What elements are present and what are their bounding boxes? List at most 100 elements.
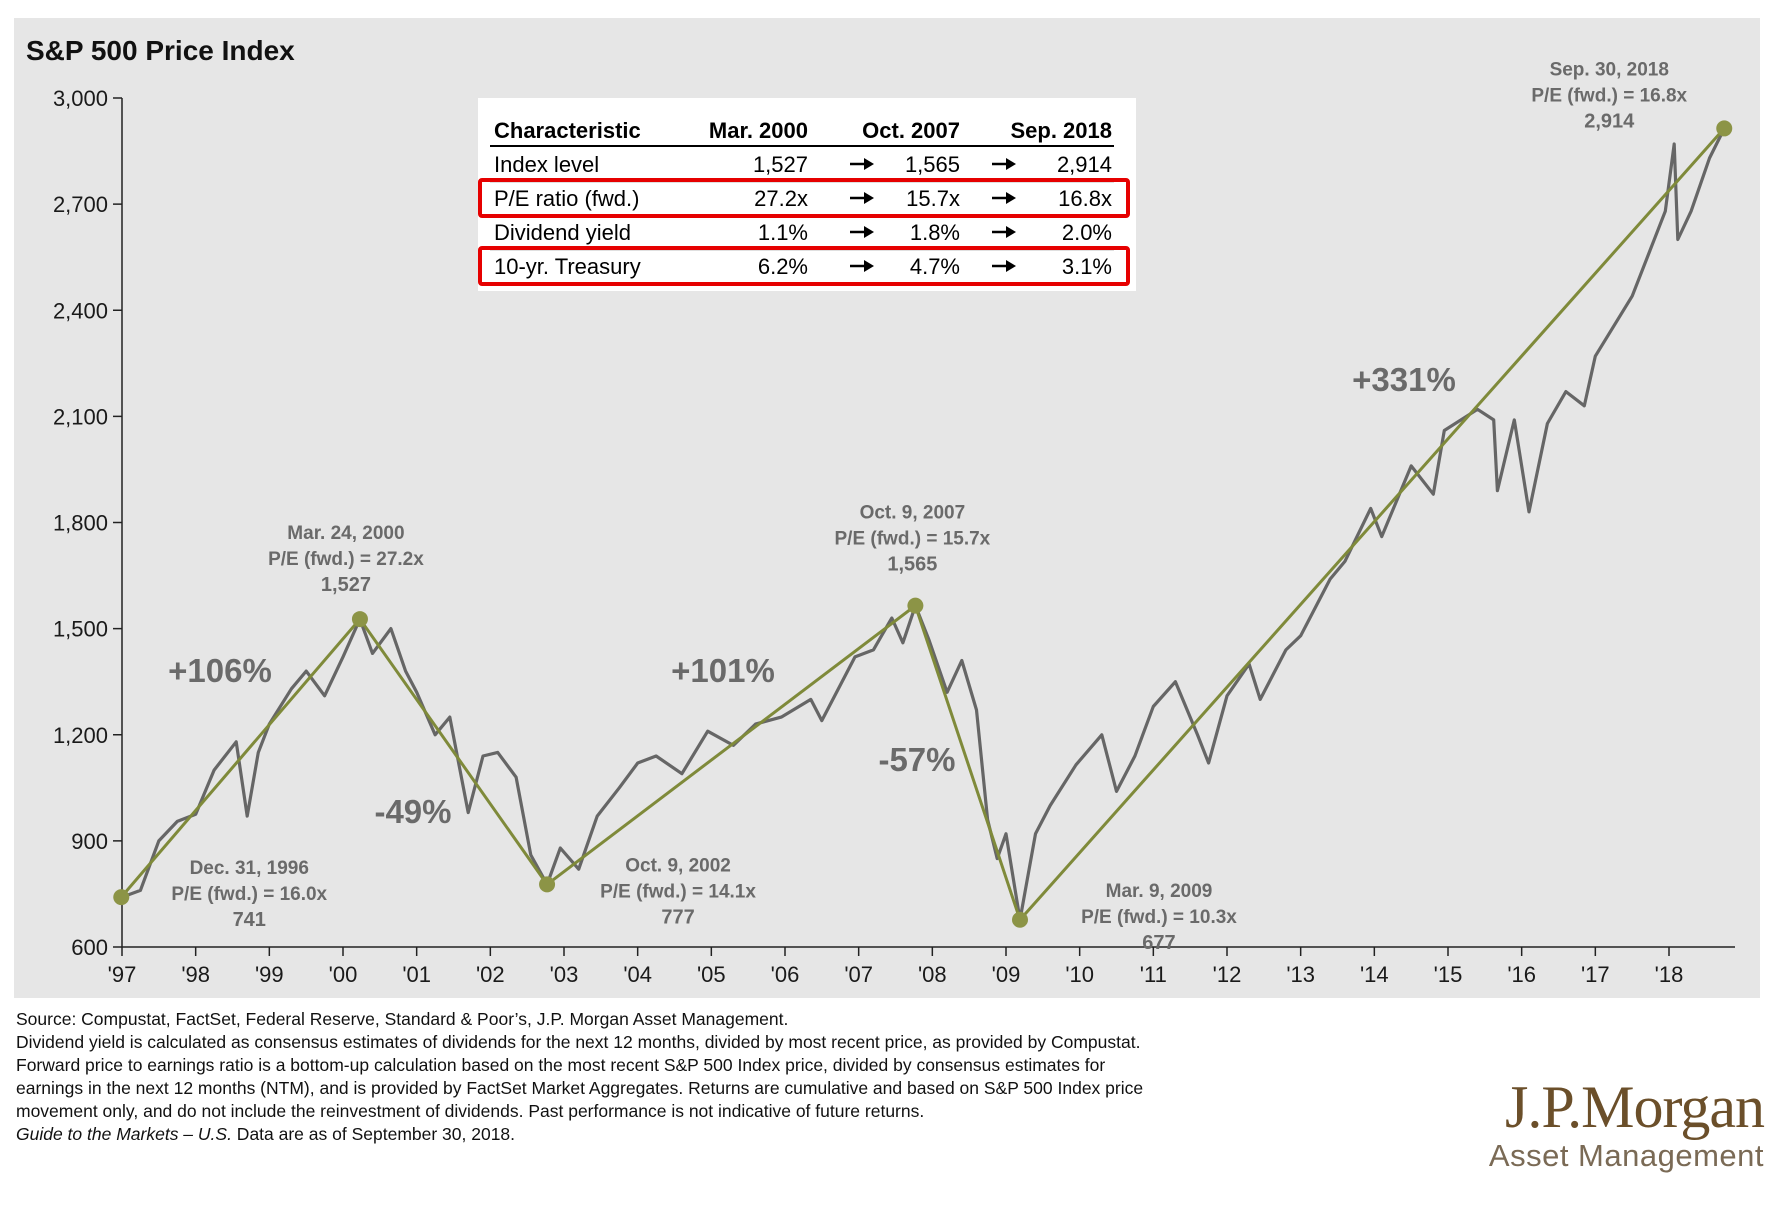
x-tick-label: '05 — [697, 962, 726, 987]
segment-return-label: -57% — [878, 741, 955, 778]
x-tick-label: '16 — [1507, 962, 1536, 987]
table-cell-value: 1,565 — [905, 152, 960, 177]
labels-layer: Dec. 31, 1996 P/E (fwd.) = 16.0x 741 Mar. 2… — [168, 59, 1687, 953]
table-cell-value: 15.7x — [906, 186, 960, 211]
point-value-label: 1,565 — [887, 554, 937, 576]
arrow-right-icon — [1006, 260, 1016, 272]
table-row-label: P/E ratio (fwd.) — [494, 186, 639, 211]
x-tick-label: '13 — [1286, 962, 1315, 987]
table-header-characteristic: Characteristic — [494, 118, 641, 143]
y-tick-label: 1,500 — [53, 617, 108, 642]
point-date-label: Oct. 9, 2007 — [860, 503, 966, 524]
table-background — [478, 98, 1136, 291]
table-row-label: 10-yr. Treasury — [494, 254, 641, 279]
trend-segment — [120, 618, 362, 899]
segment-return-label: +101% — [671, 652, 775, 689]
y-tick-label: 2,100 — [53, 404, 108, 429]
characteristics-table: Characteristic Mar. 2000 Oct. 2007 Sep. 201… — [478, 98, 1136, 291]
table-header-period: Oct. 2007 — [862, 118, 960, 143]
table-header-period: Sep. 2018 — [1010, 118, 1112, 143]
point-date-label: Sep. 30, 2018 — [1550, 59, 1669, 80]
table-cell-value: 16.8x — [1058, 186, 1112, 211]
point-value-label: 777 — [661, 906, 694, 928]
point-pe-label: P/E (fwd.) = 27.2x — [268, 549, 424, 570]
arrow-right-icon — [864, 192, 874, 204]
trend-point-marker — [907, 597, 924, 614]
arrow-right-icon — [864, 226, 874, 238]
point-pe-label: P/E (fwd.) = 15.7x — [835, 529, 991, 550]
x-tick-label: '98 — [181, 962, 210, 987]
table-row-label: Dividend yield — [494, 220, 631, 245]
point-pe-label: P/E (fwd.) = 16.0x — [171, 884, 327, 905]
trend-segment — [546, 604, 917, 886]
table-cell-value: 3.1% — [1062, 254, 1112, 279]
logo-sub: Asset Management — [1488, 1138, 1764, 1173]
x-tick-label: '12 — [1213, 962, 1242, 987]
table-cell-value: 1.8% — [910, 220, 960, 245]
arrow-right-icon — [1006, 226, 1016, 238]
point-value-label: 741 — [233, 909, 266, 931]
axes: 600 900 1,200 1,500 1,800 2,100 2,400 2,700 3,00… — [53, 86, 1735, 987]
point-pe-label: P/E (fwd.) = 10.3x — [1081, 907, 1237, 928]
segment-return-label: -49% — [374, 793, 451, 830]
footnote-dividend: Dividend yield is calculated as consensu… — [16, 1032, 1141, 1052]
chart-title: S&P 500 Price Index — [26, 35, 295, 66]
x-tick-label: '99 — [255, 962, 284, 987]
arrow-right-icon — [864, 158, 874, 170]
table-row-label: Index level — [494, 152, 599, 177]
x-tick-label: '14 — [1360, 962, 1389, 987]
table-cell-value: 1,527 — [753, 152, 808, 177]
trend-layer — [113, 120, 1733, 928]
footnote-pe-2: earnings in the next 12 months (NTM), an… — [16, 1078, 1144, 1098]
table-cell-value: 4.7% — [910, 254, 960, 279]
trend-point-marker — [1716, 120, 1733, 137]
x-tick-label: '06 — [771, 962, 800, 987]
y-tick-label: 2,700 — [53, 192, 108, 217]
footnote-asof-text: Data are as of September 30, 2018. — [231, 1124, 516, 1144]
point-date-label: Dec. 31, 1996 — [190, 858, 309, 879]
point-pe-label: P/E (fwd.) = 16.8x — [1531, 85, 1687, 106]
footnote-source: Source: Compustat, FactSet, Federal Rese… — [16, 1009, 789, 1029]
y-tick-label: 2,400 — [53, 298, 108, 323]
trend-segment — [358, 618, 549, 886]
x-tick-label: '01 — [402, 962, 431, 987]
y-tick-label: 600 — [71, 935, 108, 960]
footnote-returns: movement only, and do not include the re… — [16, 1101, 925, 1121]
x-tick-label: '04 — [623, 962, 652, 987]
y-tick-label: 900 — [71, 829, 108, 854]
segment-return-label: +106% — [168, 652, 272, 689]
point-date-label: Mar. 24, 2000 — [287, 523, 404, 544]
jpmorgan-logo: J.P.Morgan Asset Management — [1474, 1076, 1765, 1174]
table-cell-value: 6.2% — [758, 254, 808, 279]
y-tick-label: 1,200 — [53, 723, 108, 748]
trend-segment — [1018, 127, 1726, 921]
point-date-label: Mar. 9, 2009 — [1106, 881, 1213, 902]
x-tick-label: '11 — [1140, 962, 1167, 987]
segment-return-label: +331% — [1352, 361, 1456, 398]
table-header-period: Mar. 2000 — [709, 118, 808, 143]
table-cell-value: 2.0% — [1062, 220, 1112, 245]
arrow-right-icon — [1006, 158, 1016, 170]
x-tick-label: '17 — [1581, 962, 1610, 987]
table-cell-value: 1.1% — [758, 220, 808, 245]
point-value-label: 2,914 — [1584, 110, 1635, 132]
x-tick-label: '07 — [844, 962, 873, 987]
x-tick-label: '10 — [1065, 962, 1094, 987]
y-tick-label: 3,000 — [53, 86, 108, 111]
x-tick-label: '03 — [550, 962, 579, 987]
footnote-asof: Guide to the Markets – U.S. Data are as … — [16, 1123, 1456, 1146]
x-tick-label: '02 — [476, 962, 505, 987]
trend-point-marker — [1011, 911, 1028, 928]
trend-point-marker — [113, 889, 130, 906]
arrow-right-icon — [864, 260, 874, 272]
x-tick-label: '09 — [992, 962, 1021, 987]
trend-point-marker — [351, 611, 368, 628]
point-pe-label: P/E (fwd.) = 14.1x — [600, 881, 756, 902]
trend-point-marker — [539, 876, 556, 893]
footnote-pe-1: Forward price to earnings ratio is a bot… — [16, 1055, 1106, 1075]
arrow-right-icon — [1006, 192, 1016, 204]
table-cell-value: 2,914 — [1057, 152, 1112, 177]
table-cell-value: 27.2x — [754, 186, 808, 211]
highlight-box — [478, 178, 1130, 218]
